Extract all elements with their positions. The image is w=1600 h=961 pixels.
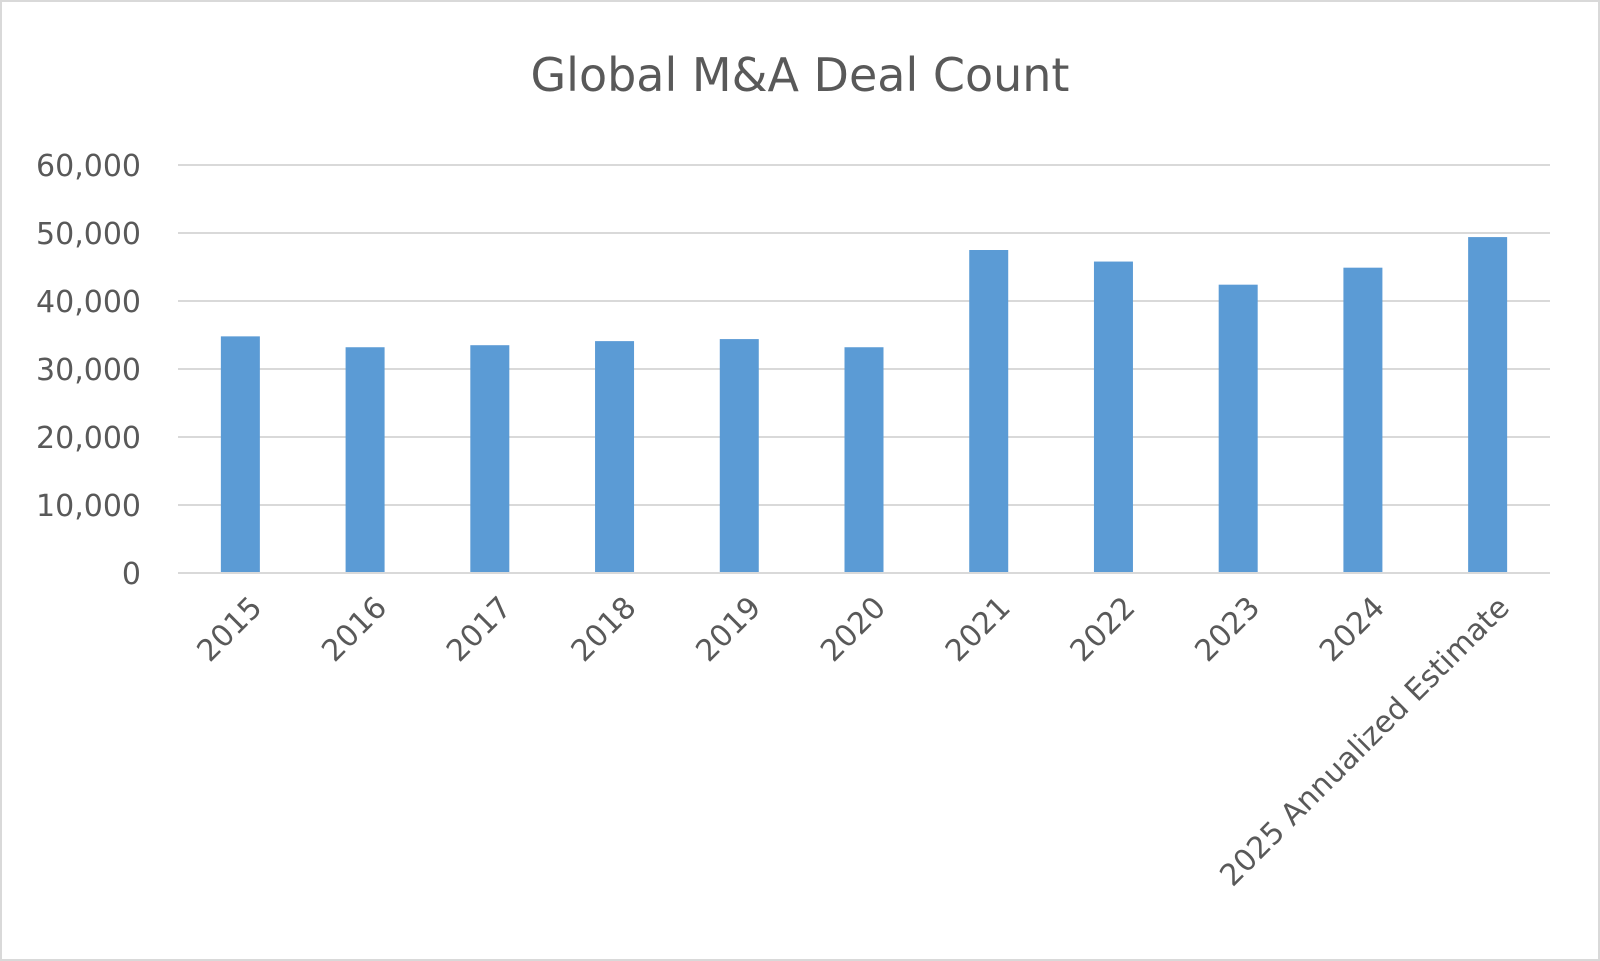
x-tick-label: 2023: [1188, 590, 1267, 669]
y-tick-label: 30,000: [36, 353, 141, 388]
bar: [969, 250, 1009, 573]
bar: [345, 347, 385, 573]
bar: [719, 339, 759, 573]
chart-title: Global M&A Deal Count: [531, 48, 1070, 102]
x-tick-label: 2017: [440, 590, 519, 669]
x-tick-label: 2018: [565, 590, 644, 669]
x-tick-label: 2015: [191, 590, 270, 669]
x-tick-label: 2019: [689, 590, 768, 669]
bar: [1468, 237, 1508, 573]
y-tick-label: 40,000: [36, 285, 141, 320]
bar: [220, 336, 260, 573]
y-tick-label: 50,000: [36, 217, 141, 252]
x-tick-label: 2020: [814, 590, 893, 669]
y-tick-label: 20,000: [36, 421, 141, 456]
bar: [844, 347, 884, 573]
bar: [595, 341, 635, 573]
y-axis-ticks: 0 10,000 20,000 30,000 40,000 50,000 60,000: [36, 149, 141, 592]
x-tick-label: 2016: [315, 590, 394, 669]
x-tick-label: 2024: [1313, 590, 1392, 669]
x-tick-label: 2021: [939, 590, 1018, 669]
bar: [1093, 261, 1133, 573]
bar: [1343, 267, 1383, 573]
y-tick-label: 0: [122, 557, 141, 592]
x-axis-ticks: 2015 2016 2017 2018 2019 2020 2021 2022 2023 2024…: [191, 590, 1517, 893]
x-tick-label: 2022: [1064, 590, 1143, 669]
gridlines: [178, 164, 1550, 506]
y-tick-label: 60,000: [36, 149, 141, 184]
bars: [220, 237, 1508, 573]
bar: [1218, 284, 1258, 573]
y-tick-label: 10,000: [36, 489, 141, 524]
bar: [470, 345, 510, 573]
